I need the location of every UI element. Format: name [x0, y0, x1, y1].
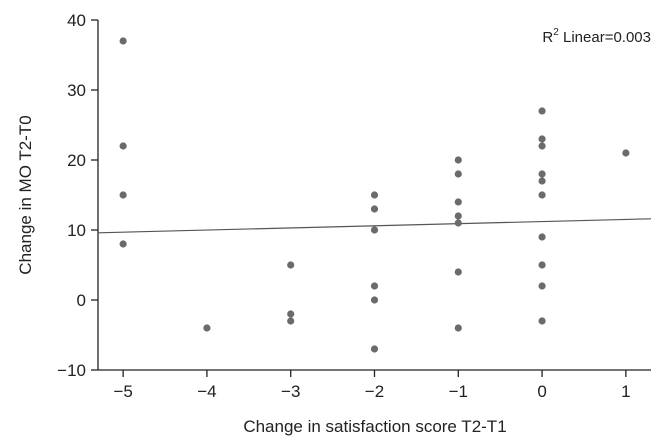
- x-tick-label: −3: [281, 382, 300, 401]
- data-point: [622, 149, 630, 157]
- r-squared-annotation: R2 Linear=0.003: [542, 27, 651, 46]
- data-point: [538, 142, 546, 150]
- data-point: [119, 142, 127, 150]
- y-tick-label: 0: [77, 291, 86, 310]
- data-point: [287, 317, 295, 325]
- data-point: [538, 177, 546, 185]
- data-point: [454, 268, 462, 276]
- x-tick-label: −1: [449, 382, 468, 401]
- data-point: [287, 310, 295, 318]
- data-point: [454, 212, 462, 220]
- data-point: [370, 226, 379, 234]
- data-point: [119, 37, 127, 45]
- data-point: [287, 261, 295, 269]
- data-point: [538, 170, 546, 178]
- data-point: [454, 156, 462, 164]
- data-point: [538, 282, 546, 290]
- data-point: [538, 317, 546, 325]
- data-point: [203, 324, 211, 332]
- r-squared-prefix: R: [542, 29, 553, 46]
- data-point: [119, 240, 127, 248]
- data-point: [370, 205, 379, 213]
- r-squared-superscript: 2: [553, 27, 559, 38]
- x-tick-label: −5: [113, 382, 132, 401]
- data-point: [538, 135, 546, 143]
- data-point: [538, 107, 546, 115]
- fit-line-group: [97, 218, 652, 234]
- data-point: [538, 191, 546, 199]
- x-axis-label: Change in satisfaction score T2-T1: [243, 417, 506, 436]
- y-tick-label: 30: [67, 81, 86, 100]
- x-tick-label: 1: [621, 382, 630, 401]
- y-tick-label: 20: [67, 151, 86, 170]
- y-tick-label: −10: [57, 361, 86, 380]
- data-point: [454, 198, 462, 206]
- data-point: [370, 191, 379, 199]
- data-point: [454, 170, 462, 178]
- data-point: [370, 345, 379, 353]
- data-point: [454, 324, 462, 332]
- r-squared-value: Linear=0.003: [559, 29, 651, 46]
- data-point: [538, 233, 546, 241]
- data-point: [454, 219, 462, 227]
- y-axis-label: Change in MO T2-T0: [16, 115, 35, 274]
- y-tick-label: 10: [67, 221, 86, 240]
- y-tick-label: 40: [67, 11, 86, 30]
- data-points: [119, 37, 630, 353]
- x-tick-label: 0: [537, 382, 546, 401]
- data-point: [538, 261, 546, 269]
- data-point: [370, 282, 379, 290]
- x-tick-label: −2: [365, 382, 384, 401]
- fit-line: [97, 218, 652, 234]
- x-tick-label: −4: [197, 382, 216, 401]
- data-point: [119, 191, 127, 199]
- data-point: [370, 296, 379, 304]
